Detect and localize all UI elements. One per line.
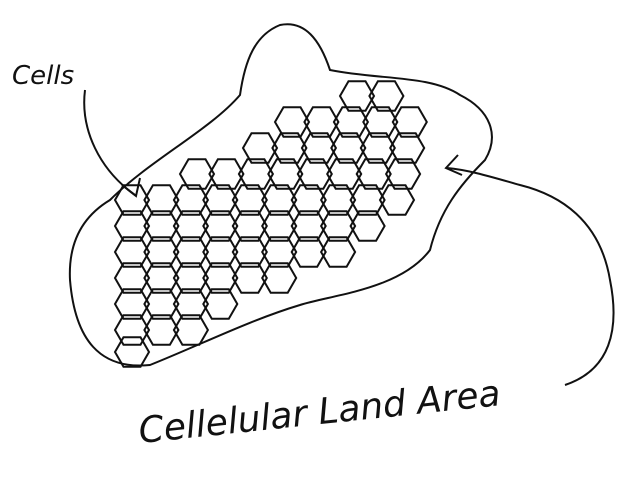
cell-hexagon: [384, 158, 422, 190]
cell-hexagon: [271, 132, 308, 164]
cell-hexagon: [355, 158, 392, 190]
cell-hexagon: [231, 236, 268, 268]
cell-hexagon: [389, 132, 426, 164]
area-arrow-head: [444, 154, 463, 176]
cell-hexagon: [172, 262, 210, 294]
cell-hexagon: [326, 158, 363, 190]
cells-arrow-head: [121, 177, 141, 198]
cells-label: Cells: [12, 61, 74, 91]
cell-hexagon: [338, 80, 376, 112]
cell-hexagon: [231, 184, 268, 216]
cell-hexagon: [143, 288, 180, 320]
cell-hexagon: [172, 314, 210, 346]
cell-grid: [113, 80, 428, 368]
cell-hexagon: [143, 210, 180, 242]
cell-hexagon: [349, 184, 386, 216]
cell-hexagon: [261, 210, 298, 242]
cell-hexagon: [113, 184, 151, 216]
cell-hexagon: [202, 262, 239, 294]
cell-hexagon: [143, 236, 180, 268]
cell-hexagon: [261, 184, 298, 216]
cell-hexagon: [330, 132, 367, 164]
area-arrow: [446, 167, 615, 386]
cell-hexagon: [290, 210, 327, 242]
cell-hexagon: [290, 236, 327, 268]
cell-hexagon: [202, 288, 239, 320]
cell-hexagon: [113, 210, 151, 242]
cell-hexagon: [261, 236, 298, 268]
cell-hexagon: [208, 158, 245, 190]
cell-hexagon: [113, 288, 151, 320]
cell-hexagon: [378, 184, 416, 216]
cell-hexagon: [143, 314, 180, 346]
cell-hexagon: [349, 210, 386, 242]
cell-hexagon: [143, 262, 180, 294]
cell-hexagon: [202, 210, 239, 242]
cell-hexagon: [172, 184, 210, 216]
cell-hexagon: [296, 158, 333, 190]
area-label: Cellelular Land Area: [137, 373, 503, 452]
cells-arrow: [83, 89, 136, 196]
cell-hexagon: [290, 184, 327, 216]
cell-hexagon: [267, 158, 304, 190]
cell-hexagon: [241, 132, 279, 164]
cell-hexagon: [172, 288, 210, 320]
cell-hexagon: [231, 262, 268, 294]
cell-hexagon: [113, 336, 151, 368]
land-area-outline: [68, 23, 493, 367]
cell-hexagon: [143, 184, 180, 216]
cell-hexagon: [319, 210, 357, 242]
cell-hexagon: [231, 210, 268, 242]
cell-hexagon: [172, 210, 210, 242]
cell-hexagon: [178, 158, 216, 190]
cell-hexagon: [113, 262, 151, 294]
cell-hexagon: [113, 236, 151, 268]
cell-hexagon: [113, 314, 151, 346]
cell-hexagon: [261, 262, 298, 294]
cell-hexagon: [202, 184, 239, 216]
cell-hexagon: [237, 158, 275, 190]
cell-hexagon: [202, 236, 239, 268]
cell-hexagon: [319, 184, 357, 216]
cell-hexagon: [300, 132, 338, 164]
cell-hexagon: [319, 236, 357, 268]
cell-hexagon: [172, 236, 210, 268]
cell-hexagon: [368, 80, 405, 112]
cell-hexagon: [359, 132, 396, 164]
